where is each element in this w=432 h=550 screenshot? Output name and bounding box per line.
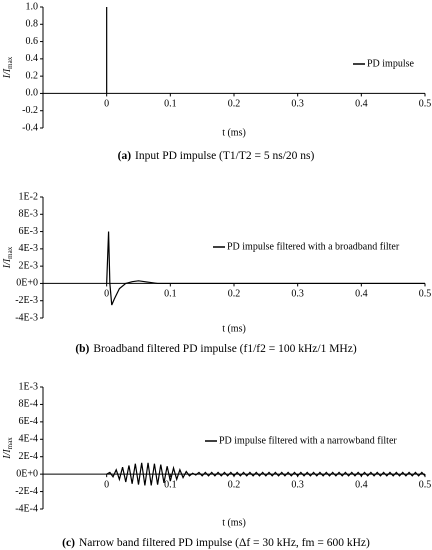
x-axis-label: t (ms) [222,127,246,138]
legend-label: PD impulse [367,58,415,69]
y-tick-label: 1E-2 [19,191,38,202]
y-tick-label: 2E-4 [19,451,38,462]
caption-label: (a) [118,150,132,162]
y-tick-label: -4E-4 [15,503,38,514]
y-label-main: I/I [2,68,13,79]
y-tick-label: 4E-4 [19,434,38,445]
legend-label: PD impulse filtered with a broadband fil… [227,241,400,252]
x-tick-label: 0.4 [355,99,368,110]
y-tick-label: 1E-3 [19,381,38,392]
y-tick-label: 8E-3 [19,209,38,220]
y-axis-label: I/Imax [2,56,13,79]
legend-label: PD impulse filtered with a narrowband fi… [219,435,397,446]
caption-label: (c) [62,537,75,549]
y-tick-label: 0.4 [26,53,39,64]
x-tick-label: 0.5 [419,289,432,300]
x-tick-label: 0.3 [291,289,304,300]
y-axis-label: I/Imax [2,437,13,460]
x-tick-label: 0.4 [355,289,368,300]
y-tick-label: 6E-4 [19,416,38,427]
x-tick-label: 0 [104,289,109,300]
y-label-sub: max [6,437,14,450]
caption-text: Broadband filtered PD impulse (f1/f2 = 1… [93,343,356,355]
x-tick-label: 0.3 [291,99,304,110]
x-tick-label: 0.1 [164,99,177,110]
caption-label: (b) [75,343,89,355]
y-tick-label: -2E-4 [15,486,38,497]
caption: (c) Narrow band filtered PD impulse (Δf =… [62,537,370,549]
y-label-main: I/I [2,449,13,460]
x-tick-label: 0 [104,479,109,490]
y-tick-label: 0.6 [26,36,39,47]
y-tick-label: 1.0 [26,1,39,12]
x-tick-label: 0.1 [164,289,177,300]
x-tick-label: 0.2 [228,99,241,110]
x-axis-label: t (ms) [222,323,246,334]
caption: (a) Input PD impulse (T1/T2 = 5 ns/20 ns) [118,150,315,162]
caption-text: Input PD impulse (T1/T2 = 5 ns/20 ns) [135,150,314,162]
y-tick-label: 6E-3 [19,226,38,237]
data-line [106,462,426,486]
y-label-main: I/I [2,258,13,269]
caption-text: Narrow band filtered PD impulse (Δf = 30… [79,537,370,549]
caption: (b) Broadband filtered PD impulse (f1/f2 … [75,343,356,355]
y-tick-label: 2E-3 [19,260,38,271]
y-tick-label: -0.4 [22,122,38,133]
x-axis-label: t (ms) [222,517,246,528]
y-tick-label: 0.2 [26,70,39,81]
y-tick-label: -2E-3 [15,295,38,306]
y-tick-label: 0.0 [26,88,39,99]
y-tick-label: -0.2 [22,105,38,116]
y-tick-label: 4E-3 [19,243,38,254]
y-label-sub: max [6,246,14,259]
x-tick-label: 0.2 [228,479,241,490]
x-tick-label: 0.5 [419,479,432,490]
y-tick-label: 0.8 [26,19,39,30]
x-tick-label: 0.5 [419,99,432,110]
x-tick-label: 0 [104,99,109,110]
x-tick-label: 0.1 [164,479,177,490]
x-tick-label: 0.4 [355,479,368,490]
y-tick-label: 8E-4 [19,399,38,410]
y-axis-label: I/Imax [2,246,13,269]
y-tick-label: 0E+0 [16,468,38,479]
data-line [106,231,425,306]
y-label-sub: max [6,56,14,69]
y-tick-label: 0E+0 [16,278,38,289]
x-tick-label: 0.2 [228,289,241,300]
x-tick-label: 0.3 [291,479,304,490]
y-tick-label: -4E-3 [15,312,38,323]
